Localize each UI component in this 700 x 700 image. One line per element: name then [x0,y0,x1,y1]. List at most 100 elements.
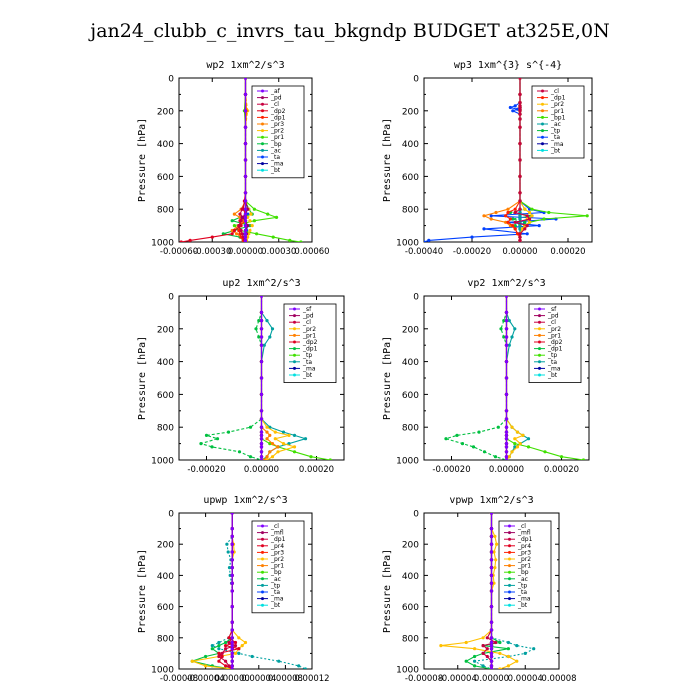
data-point [489,534,494,539]
data-point [504,437,509,441]
data-point [518,240,522,242]
legend-marker [293,360,296,364]
data-point [271,235,275,239]
data-point [507,455,511,459]
data-point [243,232,248,236]
data-point [516,232,520,236]
data-point [241,235,245,239]
data-point [303,437,308,441]
data-point [230,581,234,585]
data-point [210,644,214,648]
data-point [230,550,234,554]
data-point [537,224,541,228]
data-point [504,450,509,454]
legend-marker [261,537,264,541]
data-point [292,433,297,437]
data-point [257,335,261,339]
data-point [248,455,253,459]
data-point [518,142,522,146]
data-point [518,232,522,236]
data-point [246,235,250,239]
series-line-dp1 [444,296,508,460]
x-tick-label: -0.00060 [160,247,198,257]
data-point [230,628,234,632]
legend-marker [293,320,296,324]
y-tick-label: 600 [157,173,174,183]
data-point [504,417,509,421]
y-tick-label: 800 [157,424,174,434]
legend: _sf_pd_cl_pr2_pr1_dp2_dp1_tp_ta_ma_bt [528,303,582,383]
data-point [230,558,234,562]
data-point [494,210,498,215]
data-point [499,327,503,331]
y-tick-label: 800 [157,206,174,216]
legend-box [498,520,552,614]
data-point [328,458,332,460]
data-point [259,445,264,449]
legend-label: _mfl [270,530,284,537]
legend-label: _ac [270,576,281,583]
data-point [210,445,214,449]
data-point [227,566,232,570]
data-point [259,430,264,434]
data-point [489,558,494,562]
data-point [239,235,243,239]
data-point [240,207,244,211]
data-point [528,210,532,215]
x-tick-label: 0.00004 [241,674,276,684]
data-point [510,450,514,454]
data-point [224,659,228,663]
legend-label: _cl [302,319,311,326]
data-point [243,215,248,219]
x-tick-label: 0.00000 [215,674,250,684]
legend-label: _tp [547,352,557,359]
legend-label: _bp1 [550,114,566,121]
y-tick-label: 600 [402,603,419,613]
data-point [489,566,494,570]
data-point [513,220,517,224]
legend-label: _dp2 [270,108,286,115]
figure-title: jan24_clubb_c_invrs_tau_bkgndp BUDGET at… [90,20,610,42]
data-point [230,664,234,668]
legend-label: _ta [270,154,280,161]
y-tick-label: 800 [402,634,419,644]
data-point [238,212,242,216]
data-point [481,644,485,648]
data-point [473,654,477,659]
data-point [489,628,494,632]
legend-label: _ta [270,589,280,596]
data-point [179,240,183,242]
legend-label: _pr4 [270,543,284,550]
data-point [270,327,275,331]
y-tick-label: 1000 [151,239,174,249]
data-point [259,360,264,364]
data-point [227,664,231,668]
y-tick-label: 400 [157,140,174,150]
x-tick-label: -0.00020 [432,465,470,475]
legend-label: _bt [517,602,528,609]
legend: _cl_mfl_dp1_pr4_pr3_pr2_pr1_bp_ac_tp_ta_… [498,520,552,614]
data-point [504,310,509,314]
y-tick-label: 1000 [396,666,419,676]
legend-marker [538,307,541,311]
data-point [489,542,494,546]
legend-marker [538,347,541,351]
data-point [259,343,264,347]
data-point [482,227,486,231]
y-tick-label: 200 [402,541,419,551]
data-point [259,310,264,314]
data-point [224,644,228,648]
data-point [268,433,272,437]
y-tick-label: 600 [157,391,174,401]
data-point [518,214,522,218]
data-point [273,430,277,434]
data-point [481,651,485,656]
data-point [243,174,248,178]
legend-label: _dp2 [547,339,563,346]
data-point [230,659,234,663]
data-point [518,112,522,116]
data-point [259,425,264,429]
data-point [243,240,248,242]
data-point [217,651,221,656]
data-point [246,215,250,219]
